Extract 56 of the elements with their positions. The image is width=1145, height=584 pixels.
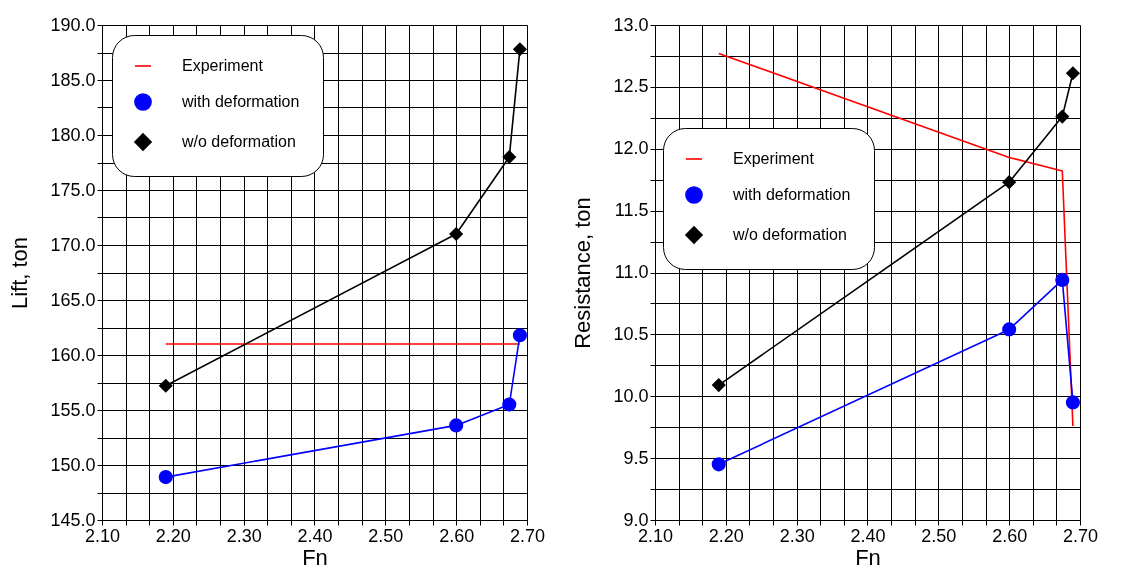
legend-label: w/o deformation bbox=[732, 226, 847, 243]
y-tick-label: 160.0 bbox=[50, 344, 96, 365]
y-tick-label: 165.0 bbox=[50, 289, 96, 310]
y-tick-label: 170.0 bbox=[50, 234, 96, 255]
y-tick-label: 190.0 bbox=[50, 14, 96, 35]
x-axis-title: Fn bbox=[302, 544, 328, 570]
y-tick-label: 185.0 bbox=[50, 69, 96, 90]
y-tick-label: 175.0 bbox=[50, 179, 96, 200]
y-tick-label: 150.0 bbox=[50, 454, 96, 475]
point bbox=[1002, 322, 1017, 337]
x-tick-label: 2.40 bbox=[297, 525, 333, 546]
legend-label: with deformation bbox=[732, 186, 851, 203]
point bbox=[1002, 175, 1017, 190]
x-tick-label: 2.30 bbox=[779, 525, 815, 546]
y-tick-label: 180.0 bbox=[50, 124, 96, 145]
x-tick-label: 2.60 bbox=[992, 525, 1028, 546]
point bbox=[449, 226, 464, 242]
y-tick-label: 12.0 bbox=[613, 138, 649, 159]
legend-label: Experiment bbox=[182, 57, 264, 74]
point bbox=[502, 397, 517, 412]
legend-label: Experiment bbox=[733, 150, 815, 167]
x-tick-label: 2.70 bbox=[1062, 525, 1099, 546]
x-tick-label: 2.20 bbox=[155, 525, 191, 546]
y-tick-label: 12.5 bbox=[613, 76, 649, 97]
x-tick-label: 2.50 bbox=[368, 525, 404, 546]
x-axis-title: Fn bbox=[855, 544, 881, 570]
y-axis-title: Resistance, ton bbox=[570, 197, 596, 349]
x-tick-label: 2.70 bbox=[509, 525, 546, 546]
y-tick-label: 9.5 bbox=[623, 447, 649, 468]
point bbox=[449, 418, 464, 433]
y-tick-label: 11.5 bbox=[614, 200, 649, 221]
point bbox=[1055, 109, 1070, 124]
point bbox=[711, 457, 726, 472]
x-tick-label: 2.40 bbox=[850, 525, 886, 546]
point bbox=[1055, 272, 1070, 287]
point bbox=[1065, 395, 1080, 410]
y-tick-label: 13.0 bbox=[613, 14, 649, 35]
x-tick-label: 2.50 bbox=[921, 525, 957, 546]
point bbox=[158, 470, 173, 485]
legend-label: w/o deformation bbox=[181, 133, 296, 150]
legend-label: with deformation bbox=[181, 93, 300, 110]
y-tick-label: 10.5 bbox=[613, 323, 649, 344]
y-tick-label: 11.0 bbox=[614, 262, 649, 282]
point bbox=[1065, 66, 1080, 81]
line-series bbox=[717, 52, 1074, 427]
point bbox=[512, 328, 527, 343]
y-tick-label: 10.0 bbox=[613, 385, 649, 406]
point bbox=[502, 149, 517, 165]
x-tick-label: 2.30 bbox=[226, 525, 262, 546]
point bbox=[158, 378, 173, 393]
y-tick-label: 155.0 bbox=[50, 399, 96, 420]
y-axis-title: Lift, ton bbox=[7, 236, 33, 310]
x-tick-label: 2.20 bbox=[708, 525, 744, 546]
point bbox=[711, 378, 726, 393]
x-tick-label: 2.60 bbox=[439, 525, 475, 546]
point bbox=[512, 42, 527, 57]
